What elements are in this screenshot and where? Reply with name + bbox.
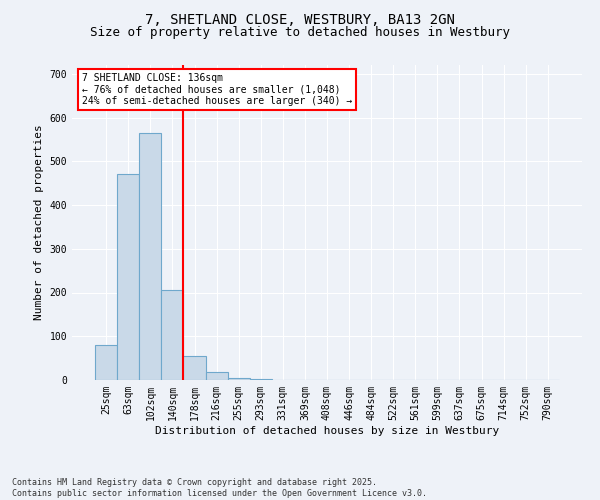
Bar — [117, 174, 139, 380]
Bar — [184, 356, 206, 380]
Text: Contains HM Land Registry data © Crown copyright and database right 2025.
Contai: Contains HM Land Registry data © Crown c… — [12, 478, 427, 498]
Bar — [206, 372, 227, 380]
Text: Size of property relative to detached houses in Westbury: Size of property relative to detached ho… — [90, 26, 510, 39]
X-axis label: Distribution of detached houses by size in Westbury: Distribution of detached houses by size … — [155, 426, 499, 436]
Bar — [95, 345, 117, 380]
Bar — [250, 379, 272, 380]
Bar — [227, 378, 250, 380]
Text: 7 SHETLAND CLOSE: 136sqm
← 76% of detached houses are smaller (1,048)
24% of sem: 7 SHETLAND CLOSE: 136sqm ← 76% of detach… — [82, 73, 352, 106]
Bar — [139, 133, 161, 380]
Y-axis label: Number of detached properties: Number of detached properties — [34, 124, 44, 320]
Bar — [161, 290, 184, 380]
Text: 7, SHETLAND CLOSE, WESTBURY, BA13 2GN: 7, SHETLAND CLOSE, WESTBURY, BA13 2GN — [145, 12, 455, 26]
